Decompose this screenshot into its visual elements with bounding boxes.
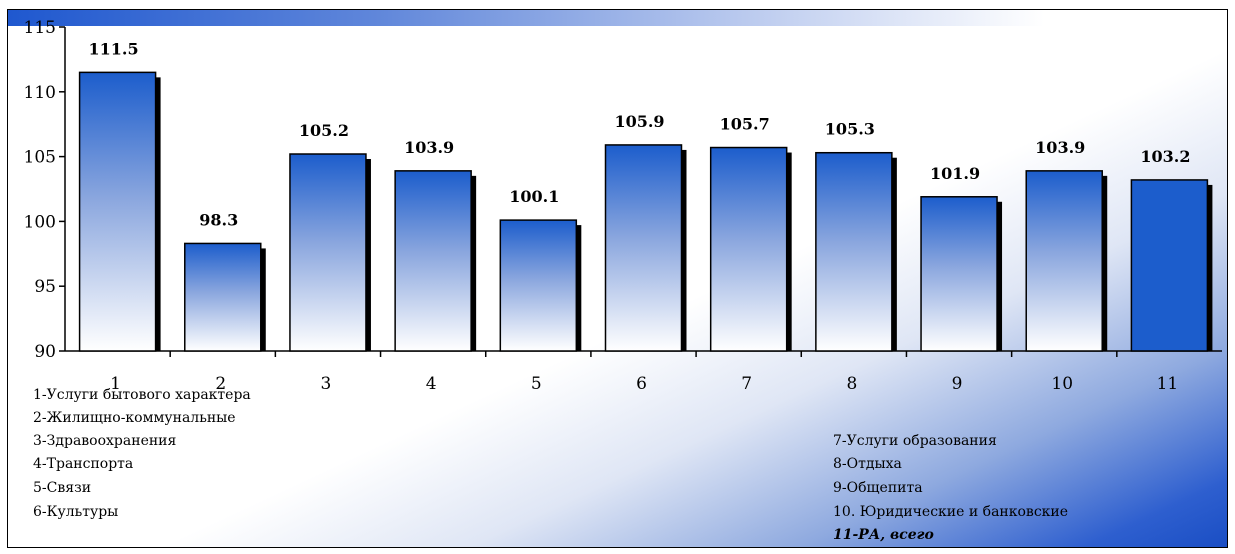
bar-7 — [709, 146, 788, 352]
legend-item-total: 11-РА, всего — [833, 527, 934, 543]
x-tick-label: 5 — [531, 374, 542, 394]
legend-item-3: 3-Здравоохранения — [33, 433, 177, 449]
data-label: 105.7 — [720, 115, 770, 134]
legend-item-9: 9-Общепита — [833, 480, 923, 496]
x-tick-label: 10 — [1051, 374, 1073, 394]
legend-item-5: 5-Связи — [33, 480, 92, 496]
bar-5 — [499, 219, 578, 352]
bar-6 — [604, 144, 683, 352]
x-tick-label: 1 — [110, 374, 121, 394]
bar-9 — [920, 196, 998, 352]
x-tick-label: 7 — [741, 374, 752, 394]
data-label: 101.9 — [930, 164, 980, 183]
y-tick-label: 90 — [34, 342, 56, 362]
data-label: 103.9 — [404, 138, 454, 157]
data-labels: 111.5 98.3 105.2 103.9 100.1 105.9 105.7 105.3 1… — [89, 39, 1191, 229]
data-label: 103.9 — [1035, 138, 1085, 157]
legend-item-2: 2-Жилищно-коммунальные — [33, 410, 236, 426]
x-tick-label: 8 — [846, 374, 857, 394]
bar-10 — [1025, 170, 1103, 352]
legend-item-10: 10. Юридические и банковские — [833, 504, 1069, 520]
data-label: 105.2 — [299, 121, 349, 140]
y-tick-label: 115 — [24, 18, 56, 38]
x-tick-label: 2 — [215, 374, 226, 394]
x-tick-label: 6 — [636, 374, 647, 394]
legend-item-7: 7-Услуги образования — [833, 433, 997, 449]
bars — [78, 71, 1213, 352]
data-label: 105.9 — [614, 112, 664, 131]
bar-4 — [394, 170, 472, 352]
data-label: 111.5 — [89, 39, 139, 58]
x-tick-label: 9 — [952, 374, 963, 394]
legend-item-4: 4-Транспорта — [33, 456, 134, 472]
legend-item-1: 1-Услуги бытового характера — [33, 387, 251, 403]
bar-8 — [815, 151, 893, 352]
bar-2 — [184, 242, 262, 352]
bar-1 — [78, 71, 157, 352]
data-label: 103.2 — [1140, 147, 1190, 166]
chart-frame: 90 95 100 105 110 115 1 2 3 4 5 6 7 8 9 10 11 111.5 98.3 1… — [7, 9, 1228, 548]
legend-item-6: 6-Культуры — [33, 504, 119, 520]
x-tick-label: 3 — [321, 374, 332, 394]
y-tick-label: 95 — [34, 277, 56, 297]
y-tick-label: 110 — [24, 83, 56, 103]
data-label: 98.3 — [199, 210, 238, 229]
legend-item-8: 8-Отдыха — [833, 456, 902, 472]
y-tick-label: 100 — [24, 212, 56, 232]
top-gradient-band — [8, 10, 1227, 26]
bar-11 — [1130, 179, 1209, 352]
data-label: 100.1 — [509, 187, 559, 206]
y-tick-label: 105 — [24, 148, 56, 168]
x-tick-label: 4 — [426, 374, 437, 394]
x-tick-label: 11 — [1157, 374, 1179, 394]
bar-3 — [289, 153, 367, 352]
data-label: 105.3 — [825, 120, 875, 139]
